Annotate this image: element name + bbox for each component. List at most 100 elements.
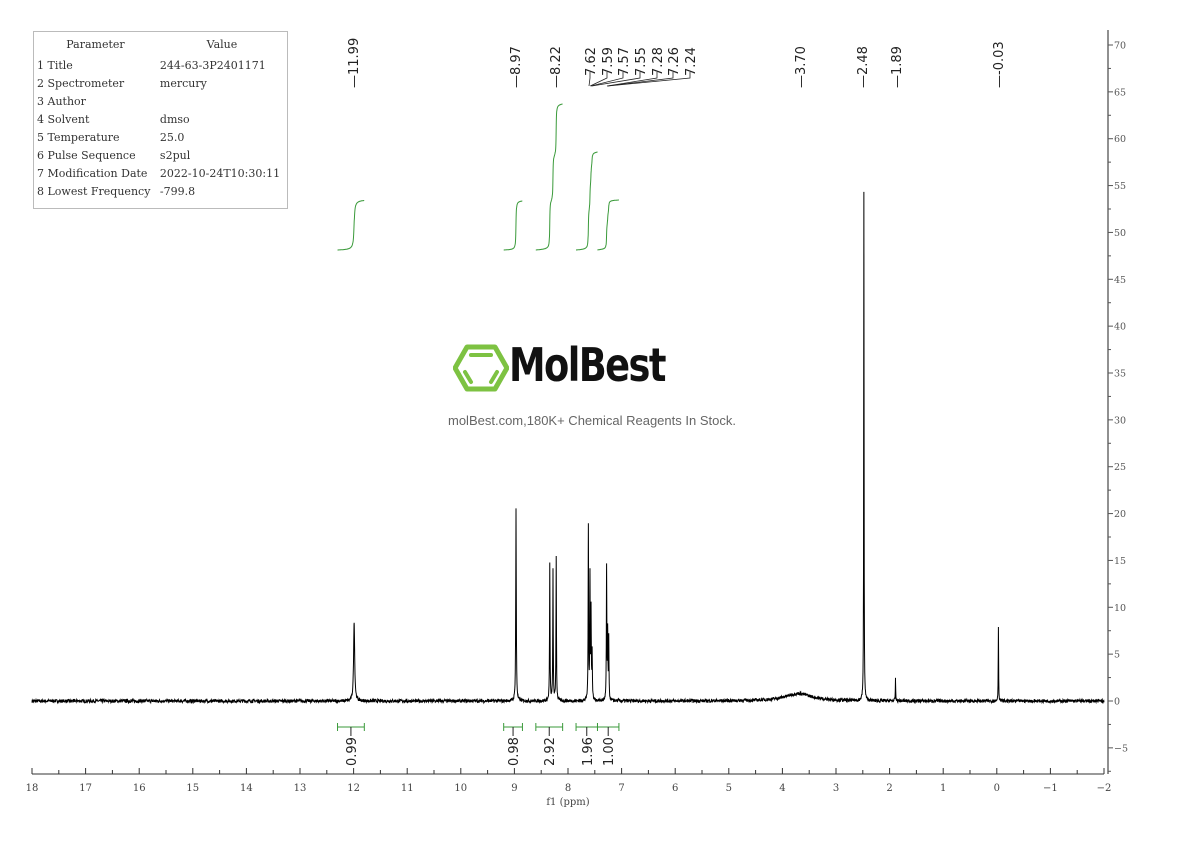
param-value: s2pul bbox=[159, 148, 191, 162]
peak-label: —11.99 bbox=[347, 38, 362, 88]
peak-label-text: —8.97 bbox=[509, 46, 524, 88]
peak-label-text: —8.22 bbox=[549, 46, 564, 88]
peak-label-text: 7.24 bbox=[684, 47, 699, 76]
tagline: molBest.com,180K+ Chemical Reagents In S… bbox=[448, 413, 736, 428]
param-name: 8 Lowest Frequency bbox=[37, 184, 151, 198]
header-parameter: Parameter bbox=[66, 37, 125, 51]
y-tick-label: 45 bbox=[1114, 275, 1126, 286]
peak-label-text: 7.28 bbox=[651, 47, 666, 76]
peak-label: —2.48 bbox=[856, 46, 871, 88]
spectrum-line bbox=[31, 191, 1105, 705]
x-tick-label: 0 bbox=[994, 783, 1000, 794]
y-tick-label: 25 bbox=[1114, 462, 1126, 473]
peak-label-text: 7.59 bbox=[601, 47, 616, 76]
x-tick-label: 9 bbox=[511, 783, 517, 794]
header-value: Value bbox=[206, 37, 238, 51]
molbest-logo: MolBest bbox=[452, 338, 673, 394]
integral-value: 1.96 bbox=[581, 737, 596, 766]
peak-label: —8.97 bbox=[509, 46, 524, 88]
param-value bbox=[157, 92, 287, 110]
peak-label-text: —3.70 bbox=[794, 46, 809, 88]
peak-label-text: 7.55 bbox=[634, 47, 649, 76]
integral-curve bbox=[503, 200, 523, 251]
param-name: 4 Solvent bbox=[37, 112, 90, 126]
table-row: 4 Solvent dmso bbox=[34, 110, 287, 128]
y-tick-label: 5 bbox=[1114, 650, 1120, 661]
x-tick-label: 12 bbox=[347, 783, 360, 794]
integral-curve bbox=[535, 103, 563, 251]
table-row: 5 Temperature 25.0 bbox=[34, 128, 287, 146]
integral-value: 1.00 bbox=[602, 737, 617, 766]
table-row: 6 Pulse Sequence s2pul bbox=[34, 146, 287, 164]
y-tick-label: 65 bbox=[1114, 87, 1126, 98]
peak-label-text: 7.62 bbox=[584, 47, 599, 76]
param-name: 7 Modification Date bbox=[37, 166, 148, 180]
x-tick-label: 11 bbox=[401, 783, 414, 794]
peak-label-text: 7.26 bbox=[667, 47, 682, 76]
table-row: 3 Author bbox=[34, 92, 287, 110]
integral-value: 2.92 bbox=[543, 737, 558, 766]
peak-label: —8.22 bbox=[549, 46, 564, 88]
x-tick-label: 17 bbox=[79, 783, 92, 794]
y-tick-label: 35 bbox=[1114, 369, 1126, 380]
parameter-table-header: Parameter Value bbox=[34, 32, 287, 56]
integral-value: 0.98 bbox=[507, 737, 522, 766]
x-tick-label: −2 bbox=[1097, 783, 1112, 794]
peak-label-leader bbox=[590, 72, 608, 87]
table-row: 1 Title 244-63-3P2401171 bbox=[34, 56, 287, 74]
peak-label-text: —11.99 bbox=[347, 38, 362, 88]
integral-curve bbox=[576, 151, 598, 251]
y-tick-label: 50 bbox=[1114, 228, 1126, 239]
table-row: 2 Spectrometer mercury bbox=[34, 74, 287, 92]
integral-curve bbox=[337, 200, 365, 251]
x-tick-label: 10 bbox=[454, 783, 467, 794]
peak-label-leader bbox=[607, 72, 691, 87]
peak-label: 7.62 bbox=[584, 47, 599, 87]
param-value: 25.0 bbox=[159, 130, 185, 144]
x-tick-label: 2 bbox=[886, 783, 892, 794]
param-value: -799.8 bbox=[159, 184, 196, 198]
x-tick-label: 18 bbox=[26, 783, 39, 794]
param-value: 2022-10-24T10:30:11 bbox=[159, 166, 281, 180]
x-tick-label: 6 bbox=[672, 783, 678, 794]
x-tick-label: 5 bbox=[726, 783, 732, 794]
parameter-table: Parameter Value 1 Title 244-63-3P2401171 … bbox=[33, 31, 288, 209]
peak-label-leader bbox=[588, 72, 591, 87]
y-tick-label: 55 bbox=[1114, 181, 1126, 192]
peak-label-text: —1.89 bbox=[890, 46, 905, 88]
table-row: 7 Modification Date 2022-10-24T10:30:11 bbox=[34, 164, 287, 182]
param-value: dmso bbox=[159, 112, 190, 126]
peak-label: 7.26 bbox=[607, 47, 682, 87]
y-tick-label: 70 bbox=[1114, 41, 1126, 52]
param-value: mercury bbox=[159, 76, 207, 90]
y-tick-label: 10 bbox=[1114, 603, 1126, 614]
param-name: 1 Title bbox=[37, 58, 73, 72]
param-name: 3 Author bbox=[37, 94, 86, 108]
peak-label-leader bbox=[607, 72, 674, 87]
y-tick-label: 30 bbox=[1114, 415, 1126, 426]
x-axis-label: f1 (ppm) bbox=[546, 797, 589, 808]
integral-curve bbox=[597, 199, 619, 251]
table-row: 8 Lowest Frequency -799.8 bbox=[34, 182, 287, 200]
peak-label-leader bbox=[591, 72, 641, 87]
x-tick-label: −1 bbox=[1043, 783, 1058, 794]
param-value: 244-63-3P2401171 bbox=[159, 58, 266, 72]
integral-value: 0.99 bbox=[345, 737, 360, 766]
benzene-ring-icon bbox=[452, 344, 510, 392]
peak-label: 7.57 bbox=[590, 47, 632, 87]
peak-label: 7.55 bbox=[591, 47, 649, 87]
peak-label-text: —-0.03 bbox=[992, 41, 1007, 88]
param-name: 5 Temperature bbox=[37, 130, 120, 144]
x-tick-label: 13 bbox=[294, 783, 307, 794]
y-tick-label: 15 bbox=[1114, 556, 1126, 567]
y-tick-label: 60 bbox=[1114, 134, 1126, 145]
peak-label: —1.89 bbox=[890, 46, 905, 88]
peak-label-text: 7.57 bbox=[617, 47, 632, 76]
peak-label-text: —2.48 bbox=[856, 46, 871, 88]
x-tick-label: 3 bbox=[833, 783, 839, 794]
x-tick-label: 7 bbox=[618, 783, 624, 794]
peak-label: 7.59 bbox=[590, 47, 616, 87]
peak-label: 7.24 bbox=[607, 47, 699, 87]
param-name: 6 Pulse Sequence bbox=[37, 148, 136, 162]
